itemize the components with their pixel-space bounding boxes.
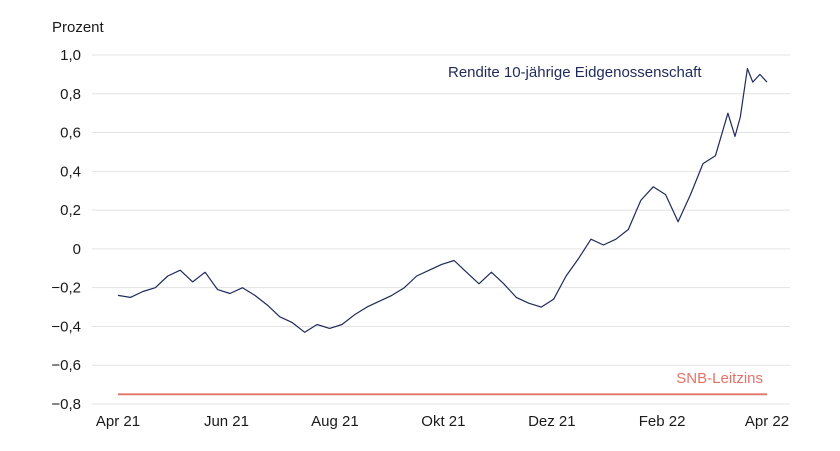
series-line-bond-yield bbox=[117, 67, 768, 333]
series-label-snb-rate: SNB-Leitzins bbox=[676, 370, 763, 387]
x-tick-label: Feb 22 bbox=[639, 413, 686, 430]
x-axis-ticks: Apr 21 Jun 21 Aug 21 Okt 21 Dez 21 Feb 22 Apr … bbox=[96, 413, 789, 430]
y-axis-label: Prozent bbox=[52, 19, 105, 36]
y-tick-label: 1,0 bbox=[60, 47, 81, 64]
x-tick-label: Apr 21 bbox=[96, 413, 140, 430]
x-tick-label: Jun 21 bbox=[204, 413, 249, 430]
y-tick-label: 0 bbox=[73, 241, 81, 258]
series-label-bond-yield: Rendite 10-jährige Eidgenossenschaft bbox=[448, 64, 702, 81]
y-tick-label: 0,8 bbox=[60, 86, 81, 103]
y-tick-label: −0,6 bbox=[51, 357, 81, 374]
y-tick-label: −0,8 bbox=[51, 396, 81, 413]
x-tick-label: Aug 21 bbox=[311, 413, 359, 430]
x-tick-label: Dez 21 bbox=[528, 413, 576, 430]
y-tick-label: −0,4 bbox=[51, 318, 81, 335]
y-axis-ticks: 1,0 0,8 0,6 0,4 0,2 0 −0,2 −0,4 −0,6 −0,8 bbox=[51, 47, 81, 413]
series-layer bbox=[117, 67, 768, 396]
x-tick-label: Apr 22 bbox=[745, 413, 789, 430]
grid bbox=[92, 54, 790, 405]
x-tick-label: Okt 21 bbox=[421, 413, 465, 430]
y-tick-label: 0,2 bbox=[60, 202, 81, 219]
y-tick-label: −0,2 bbox=[51, 280, 81, 297]
y-tick-label: 0,6 bbox=[60, 125, 81, 142]
y-tick-label: 0,4 bbox=[60, 163, 81, 180]
